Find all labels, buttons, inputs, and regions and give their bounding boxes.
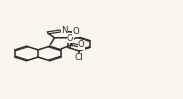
Text: O: O bbox=[67, 34, 73, 43]
Text: N: N bbox=[61, 26, 68, 35]
Text: O: O bbox=[72, 27, 79, 36]
Text: O: O bbox=[78, 40, 85, 49]
Text: Cl: Cl bbox=[74, 53, 83, 62]
